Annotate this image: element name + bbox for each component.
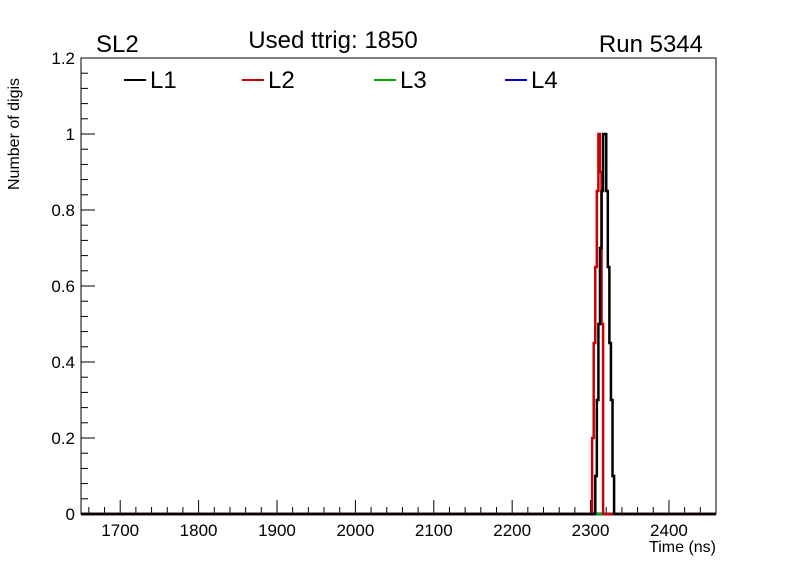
legend-label-l2: L2: [268, 67, 295, 94]
x-tick-label: 2400: [650, 521, 688, 540]
y-tick-label: 1: [66, 125, 75, 144]
x-tick-label: 1900: [258, 521, 296, 540]
y-tick-label: 0.8: [51, 201, 75, 220]
x-tick-label: 2300: [572, 521, 610, 540]
x-tick-label: 2100: [415, 521, 453, 540]
x-tick-label: 1800: [180, 521, 218, 540]
plot-frame: [80, 57, 717, 515]
y-tick-label: 0.2: [51, 429, 75, 448]
x-tick-label: 2000: [336, 521, 374, 540]
x-axis-label: Time (ns): [649, 539, 716, 556]
legend-label-l3: L3: [400, 67, 427, 94]
legend-label-l1: L1: [150, 67, 177, 94]
title-left: SL2: [96, 31, 139, 58]
series-l2-line: [81, 132, 716, 516]
x-tick-label: 2200: [493, 521, 531, 540]
x-tick-label: 1700: [101, 521, 139, 540]
legend-label-l4: L4: [531, 67, 558, 94]
y-axis-label: Number of digis: [6, 78, 23, 190]
series-l1-line: [81, 132, 716, 516]
y-tick-label: 0.4: [51, 353, 75, 372]
y-tick-label: 1.2: [51, 49, 75, 68]
title-center: Used ttrig: 1850: [248, 27, 417, 54]
y-tick-label: 0: [66, 505, 75, 524]
y-tick-label: 0.6: [51, 277, 75, 296]
title-right: Run 5344: [599, 31, 703, 58]
